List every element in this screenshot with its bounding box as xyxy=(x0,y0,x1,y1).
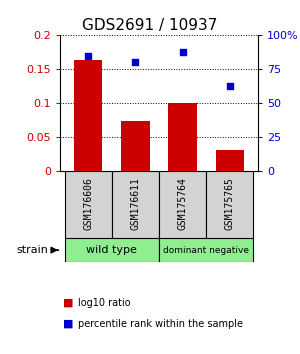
Text: percentile rank within the sample: percentile rank within the sample xyxy=(78,319,243,329)
Bar xyxy=(112,171,159,238)
Point xyxy=(133,59,138,65)
Text: wild type: wild type xyxy=(86,245,137,255)
Point xyxy=(86,53,91,58)
Point xyxy=(227,83,232,89)
Text: GSM175764: GSM175764 xyxy=(178,177,188,229)
Bar xyxy=(206,171,253,238)
Bar xyxy=(159,171,206,238)
Text: ■: ■ xyxy=(63,319,74,329)
Bar xyxy=(65,238,159,262)
Text: ■: ■ xyxy=(63,298,74,308)
Text: GDS2691 / 10937: GDS2691 / 10937 xyxy=(82,18,218,33)
Text: log10 ratio: log10 ratio xyxy=(78,298,130,308)
Text: GSM176611: GSM176611 xyxy=(130,177,140,229)
Text: dominant negative: dominant negative xyxy=(163,246,249,255)
Text: strain: strain xyxy=(16,245,48,255)
Text: GSM175765: GSM175765 xyxy=(225,177,235,229)
Bar xyxy=(65,171,112,238)
Point xyxy=(180,50,185,55)
Bar xyxy=(74,61,102,171)
Bar xyxy=(159,238,253,262)
Text: GSM176606: GSM176606 xyxy=(83,177,93,229)
Bar xyxy=(121,121,150,171)
Bar xyxy=(168,103,197,171)
Bar xyxy=(216,150,244,171)
